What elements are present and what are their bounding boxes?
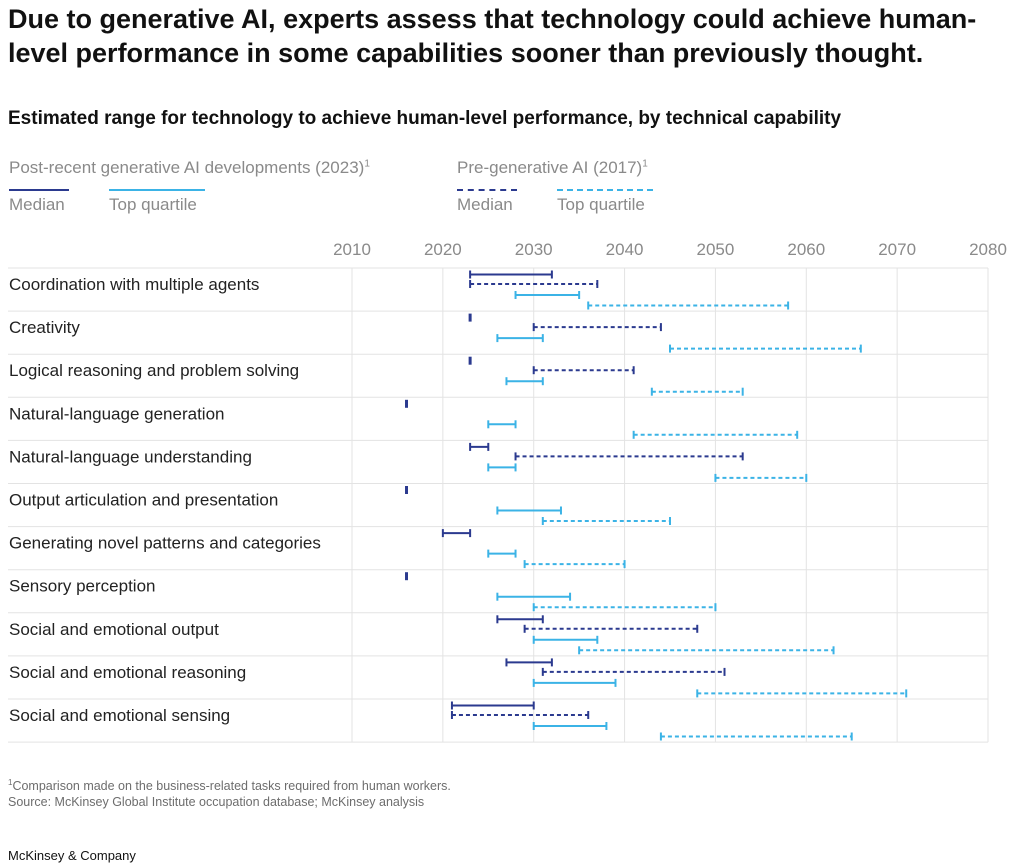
x-tick-label: 2050 bbox=[697, 240, 735, 259]
category-label: Natural-language generation bbox=[9, 404, 225, 423]
legend-pre-title: Pre-generative AI (2017)1 bbox=[457, 158, 648, 177]
x-tick-label: 2010 bbox=[333, 240, 371, 259]
x-tick-label: 2080 bbox=[969, 240, 1007, 259]
x-tick-label: 2030 bbox=[515, 240, 553, 259]
legend-pre-median-swatch bbox=[457, 189, 517, 191]
legend-post-title: Post-recent generative AI developments (… bbox=[9, 158, 370, 177]
category-label: Creativity bbox=[9, 318, 80, 337]
category-label: Social and emotional sensing bbox=[9, 706, 230, 725]
legend-post-topq-swatch bbox=[109, 189, 205, 191]
footnote-text: 1Comparison made on the business-related… bbox=[8, 778, 451, 794]
category-label: Social and emotional output bbox=[9, 620, 219, 639]
category-label: Social and emotional reasoning bbox=[9, 663, 246, 682]
legend-pre-median-label: Median bbox=[457, 195, 513, 214]
chart-title: Estimated range for technology to achiev… bbox=[8, 108, 842, 129]
x-tick-label: 2060 bbox=[787, 240, 825, 259]
legend-post-median-label: Median bbox=[9, 195, 65, 214]
brand-name: McKinsey & Company bbox=[8, 848, 136, 863]
legend-pre-topq-label: Top quartile bbox=[557, 195, 645, 214]
legend-post-topq-label: Top quartile bbox=[109, 195, 197, 214]
footnote: 1Comparison made on the business-related… bbox=[8, 775, 451, 810]
x-tick-label: 2020 bbox=[424, 240, 462, 259]
headline: Due to generative AI, experts assess tha… bbox=[8, 4, 977, 68]
category-label: Logical reasoning and problem solving bbox=[9, 361, 299, 380]
range-chart: 2010 2020 2030 2040 2050 2060 2070 2080 Coordina… bbox=[8, 240, 1007, 743]
x-tick-label: 2070 bbox=[878, 240, 916, 259]
x-tick-label: 2040 bbox=[606, 240, 644, 259]
category-label: Natural-language understanding bbox=[9, 447, 252, 466]
category-label: Output articulation and presentation bbox=[9, 491, 278, 510]
category-label: Sensory perception bbox=[9, 577, 155, 596]
legend-pre-topq-swatch bbox=[557, 189, 653, 191]
source-text: Source: McKinsey Global Institute occupa… bbox=[8, 795, 425, 810]
category-label: Coordination with multiple agents bbox=[9, 275, 259, 294]
legend-post-median-swatch bbox=[9, 189, 69, 191]
category-label: Generating novel patterns and categories bbox=[9, 534, 321, 553]
